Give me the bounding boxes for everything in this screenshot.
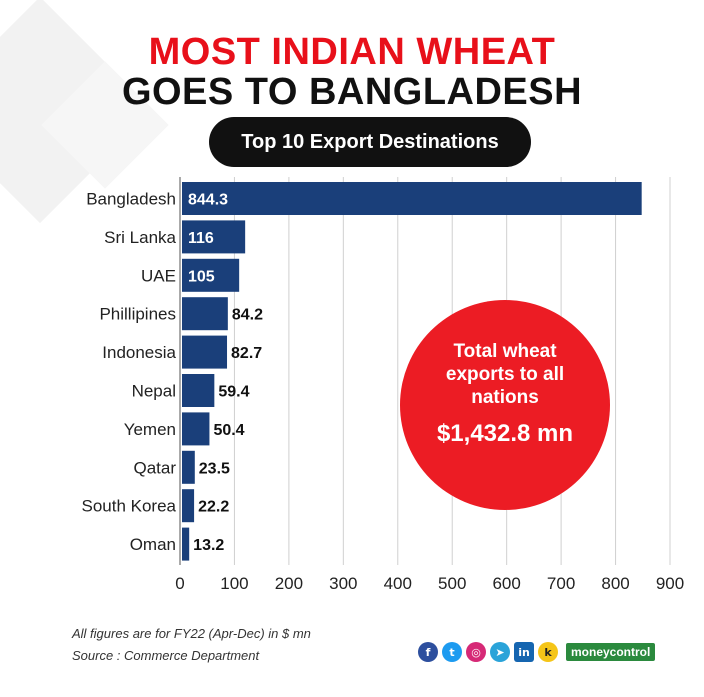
social-bar: f t ◎ ➤ in k moneycontrol [418, 642, 656, 662]
category-label: UAE [141, 266, 176, 285]
value-label: 59.4 [218, 384, 249, 401]
category-label: Phillipines [99, 305, 176, 324]
x-tick-label: 900 [656, 574, 684, 593]
x-tick-label: 500 [438, 574, 466, 593]
x-tick-label: 600 [492, 574, 520, 593]
total-exports-callout: Total wheat exports to all nations $1,43… [400, 300, 610, 510]
category-label: South Korea [81, 497, 176, 516]
footnote: All figures are for FY22 (Apr-Dec) in $ … [72, 626, 311, 641]
value-label: 84.2 [232, 307, 263, 324]
brand-logo: moneycontrol [566, 643, 656, 661]
title-line1: MOST INDIAN WHEAT [148, 31, 556, 73]
value-label: 116 [188, 230, 214, 247]
x-tick-label: 0 [175, 574, 184, 593]
koo-icon[interactable]: k [538, 642, 558, 662]
callout-value: $1,432.8 mn [436, 420, 574, 447]
twitter-icon[interactable]: t [442, 642, 462, 662]
value-label: 82.7 [231, 345, 262, 362]
category-label: Indonesia [102, 343, 176, 362]
bar [182, 374, 215, 407]
category-label: Oman [130, 535, 176, 554]
callout-text: Total wheat exports to all nations [445, 341, 565, 408]
category-label: Nepal [132, 382, 176, 401]
category-label: Sri Lanka [104, 228, 176, 247]
category-label: Qatar [133, 458, 176, 477]
value-label: 22.2 [198, 499, 229, 516]
category-label: Bangladesh [86, 190, 176, 209]
source-note: Source : Commerce Department [72, 648, 260, 663]
bar [182, 450, 195, 484]
linkedin-icon[interactable]: in [514, 642, 534, 662]
value-label: 23.5 [199, 460, 230, 477]
bar [182, 220, 246, 254]
telegram-icon[interactable]: ➤ [490, 642, 510, 662]
x-tick-label: 100 [220, 574, 248, 593]
bar-chart: Bangladesh Sri Lanka UAE Phillipines Indones… [81, 177, 684, 593]
facebook-icon[interactable]: f [418, 642, 438, 662]
value-label: 105 [188, 268, 215, 285]
subtitle-pill: Top 10 Export Destinations [209, 117, 531, 167]
bar [182, 527, 190, 561]
bar [182, 489, 195, 523]
bar [182, 412, 210, 446]
category-label: Yemen [124, 420, 176, 439]
title-line2: GOES TO BANGLADESH [121, 71, 583, 113]
bar [182, 258, 240, 292]
x-tick-label: 800 [601, 574, 629, 593]
value-label: 50.4 [213, 422, 244, 439]
bar [182, 182, 642, 215]
x-tick-label: 700 [547, 574, 575, 593]
x-tick-label: 400 [384, 574, 412, 593]
bar [182, 335, 228, 369]
bar [182, 297, 228, 331]
value-label: 13.2 [193, 537, 224, 554]
value-label: 844.3 [188, 192, 228, 209]
x-tick-label: 300 [329, 574, 357, 593]
instagram-icon[interactable]: ◎ [466, 642, 486, 662]
x-tick-label: 200 [275, 574, 303, 593]
